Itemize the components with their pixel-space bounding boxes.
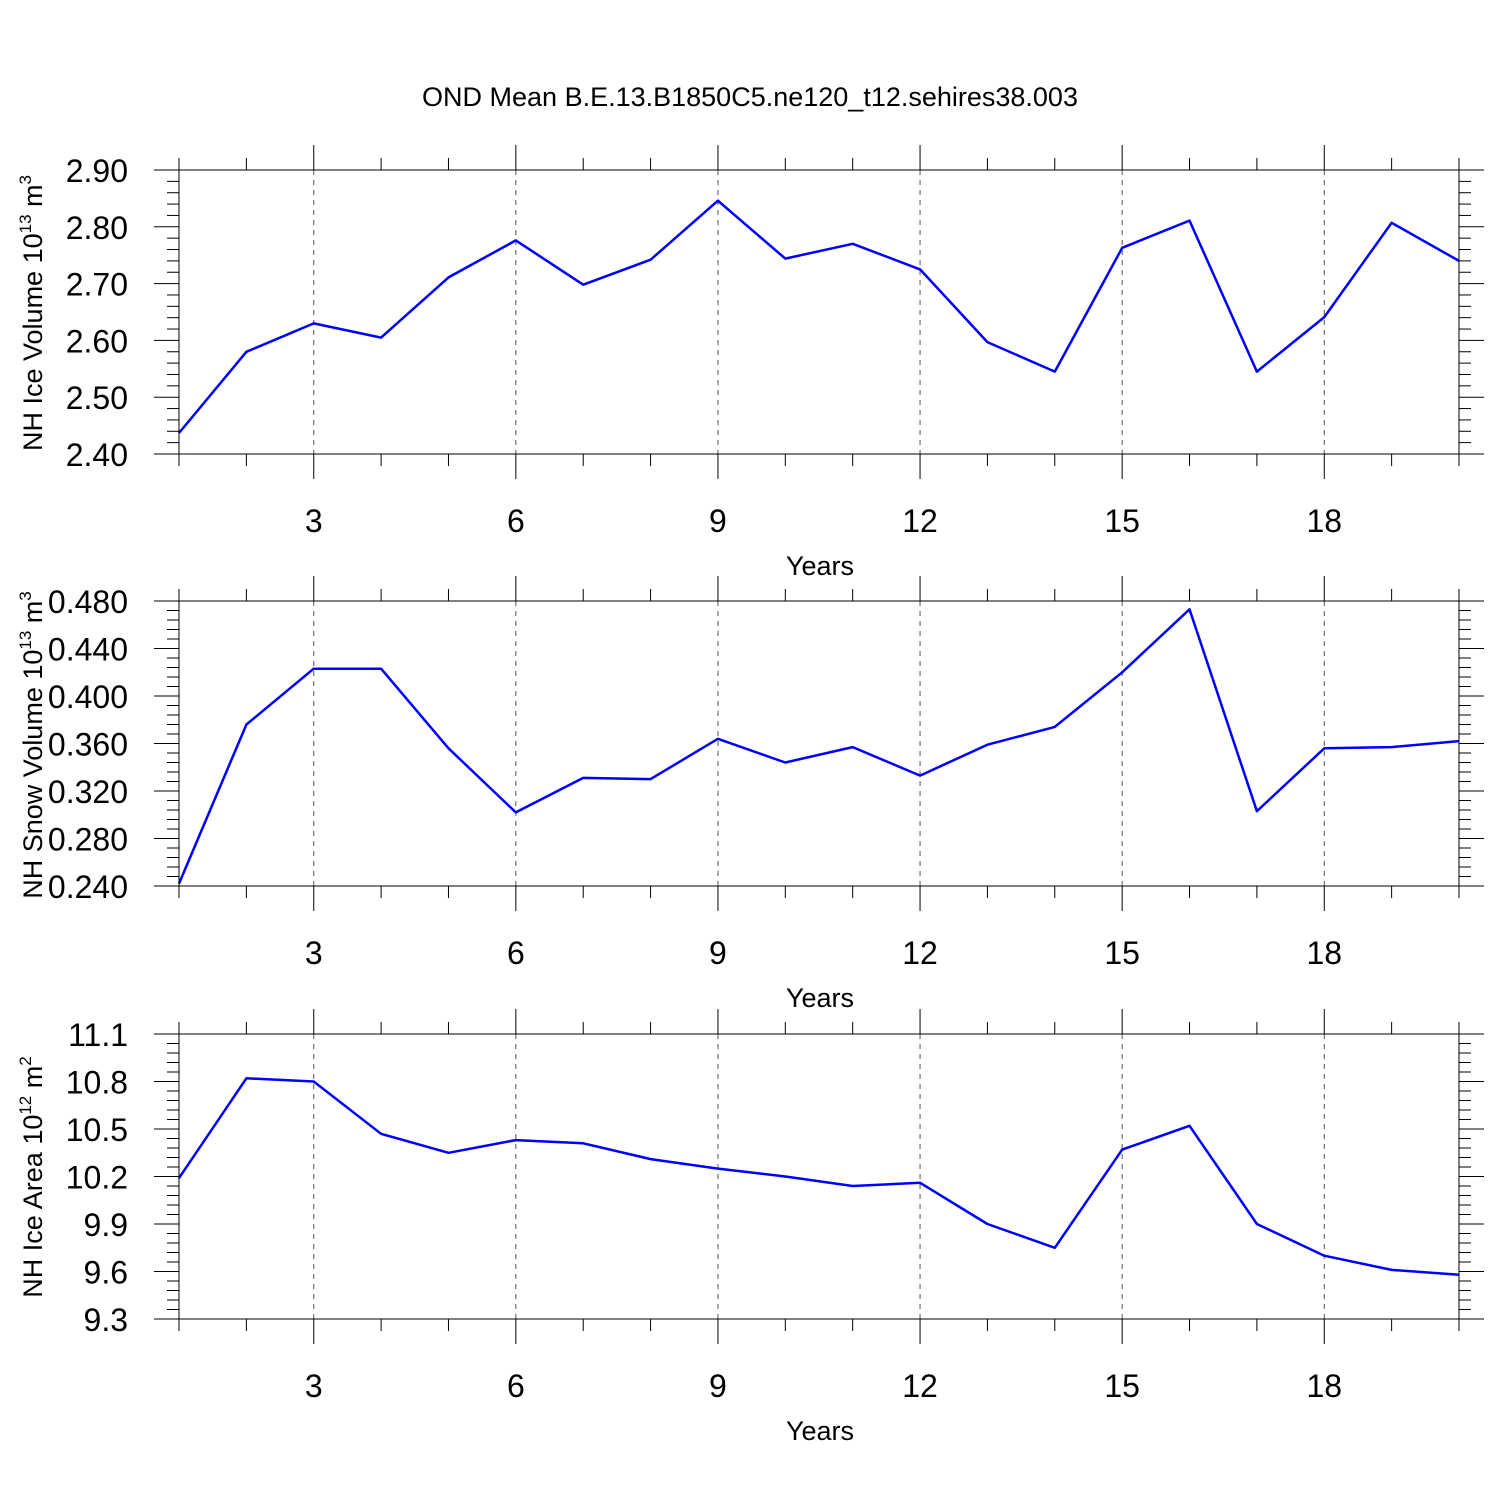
series-line <box>177 608 1460 885</box>
x-tick-label: 3 <box>305 503 323 539</box>
y-tick-label: 2.40 <box>66 437 128 473</box>
x-tick-label: 6 <box>507 1368 525 1404</box>
x-tick-label: 12 <box>902 1368 938 1404</box>
y-tick-label: 10.2 <box>66 1160 128 1196</box>
x-tick-label: 18 <box>1306 1368 1342 1404</box>
figure-title: OND Mean B.E.13.B1850C5.ne120_t12.sehire… <box>422 82 1078 112</box>
panel-1: 3 6 9 12 15 18 2.40 2.50 2.60 2.70 2.80 2.90 Years NH… <box>16 145 1484 581</box>
y-tick-label: 11.1 <box>68 1017 128 1053</box>
y-tick-label: 2.90 <box>66 153 128 189</box>
x-tick-label: 6 <box>507 503 525 539</box>
y-tick-label: 2.80 <box>66 210 128 246</box>
y-axis-label: NH Ice Volume 1013 m3 <box>16 175 48 451</box>
x-tick-label: 18 <box>1306 935 1342 971</box>
x-tick-label: 9 <box>709 1368 727 1404</box>
y-tick-label: 0.400 <box>48 679 128 715</box>
y-tick-label: 9.6 <box>84 1255 128 1291</box>
y-tick-label: 0.280 <box>48 822 128 858</box>
panel-2: 3 6 9 12 15 18 0.240 0.280 0.320 0.360 0.400 0.440 0… <box>16 576 1484 1013</box>
series-line <box>178 199 1460 434</box>
x-tick-label: 6 <box>507 935 525 971</box>
y-tick-label: 0.480 <box>48 584 128 620</box>
x-tick-label: 9 <box>709 935 727 971</box>
panels: 3 6 9 12 15 18 2.40 2.50 2.60 2.70 2.80 2.90 Years NH… <box>16 145 1484 1446</box>
x-axis-label: Years <box>786 983 854 1013</box>
x-tick-label: 9 <box>709 503 727 539</box>
y-axis-label: NH Snow Volume 1013 m3 <box>16 591 48 899</box>
plot-frame <box>178 1033 1460 1320</box>
x-tick-label: 15 <box>1104 935 1140 971</box>
y-tick-label: 10.5 <box>66 1112 128 1148</box>
y-tick-label: 10.8 <box>66 1065 128 1101</box>
y-tick-label: 0.440 <box>48 632 128 668</box>
y-tick-label: 9.9 <box>84 1207 128 1243</box>
y-tick-label: 0.320 <box>48 774 128 810</box>
x-tick-label: 3 <box>305 935 323 971</box>
x-tick-label: 15 <box>1104 1368 1140 1404</box>
x-axis-label: Years <box>786 1416 854 1446</box>
plot-frame <box>178 169 1460 455</box>
y-tick-label: 9.3 <box>84 1302 128 1338</box>
x-tick-label: 12 <box>902 935 938 971</box>
x-tick-label: 3 <box>305 1368 323 1404</box>
y-tick-label: 2.70 <box>66 267 128 303</box>
panel-3: 3 6 9 12 15 18 9.3 9.6 9.9 10.2 10.5 10.8 11.1 Years N… <box>16 1009 1484 1446</box>
y-axis-label: NH Ice Area 1012 m2 <box>16 1056 48 1297</box>
y-tick-label: 2.50 <box>66 380 128 416</box>
x-axis-label: Years <box>786 551 854 581</box>
x-tick-label: 15 <box>1104 503 1140 539</box>
x-tick-label: 18 <box>1306 503 1342 539</box>
y-tick-label: 2.60 <box>66 323 128 359</box>
series-line <box>177 1077 1460 1276</box>
x-tick-label: 12 <box>902 503 938 539</box>
plot-frame <box>178 600 1460 887</box>
y-tick-label: 0.240 <box>48 869 128 905</box>
y-tick-label: 0.360 <box>48 727 128 763</box>
